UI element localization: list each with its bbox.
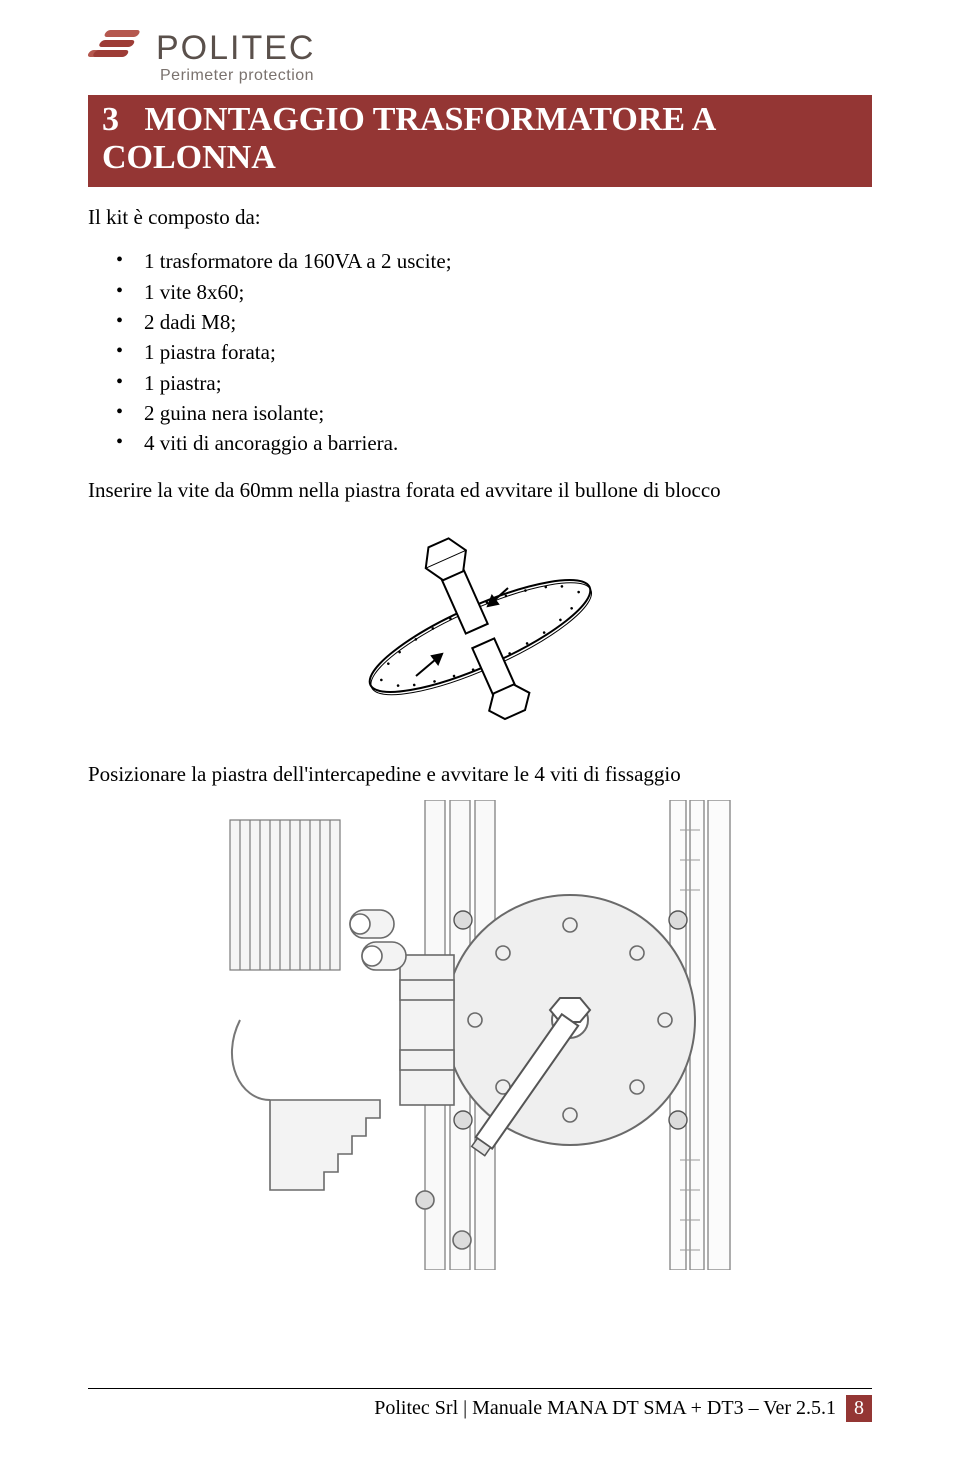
- bolt-plate-icon: [320, 516, 640, 736]
- list-item: 1 vite 8x60;: [144, 278, 872, 306]
- footer-text: Politec Srl | Manuale MANA DT SMA + DT3 …: [374, 1397, 836, 1420]
- section-heading: 3 MONTAGGIO TRASFORMATORE A COLONNA: [88, 95, 872, 187]
- step-1-text: Inserire la vite da 60mm nella piastra f…: [88, 476, 872, 504]
- footer-rule: [88, 1388, 872, 1389]
- intro-text: Il kit è composto da:: [88, 203, 872, 231]
- brand-tagline: Perimeter protection: [160, 67, 872, 85]
- figure-column-mount: [88, 800, 872, 1270]
- list-item: 4 viti di ancoraggio a barriera.: [144, 429, 872, 457]
- list-item: 1 trasformatore da 160VA a 2 uscite;: [144, 247, 872, 275]
- kit-list: 1 trasformatore da 160VA a 2 uscite; 1 v…: [88, 247, 872, 457]
- figure-bolt-plate: [88, 516, 872, 736]
- logo-row: POLITEC: [88, 28, 872, 69]
- document-page: POLITEC Perimeter protection 3 MONTAGGIO…: [0, 0, 960, 1458]
- list-item: 1 piastra forata;: [144, 338, 872, 366]
- page-number-badge: 8: [846, 1395, 872, 1422]
- brand-header: POLITEC Perimeter protection: [88, 28, 872, 85]
- column-mount-icon: [200, 800, 760, 1270]
- step-2-text: Posizionare la piastra dell'intercapedin…: [88, 760, 872, 788]
- section-number: 3: [102, 101, 119, 138]
- section-title: MONTAGGIO TRASFORMATORE A COLONNA: [102, 101, 714, 176]
- footer-line: Politec Srl | Manuale MANA DT SMA + DT3 …: [88, 1395, 872, 1422]
- brand-icon: [88, 28, 146, 69]
- list-item: 2 guina nera isolante;: [144, 399, 872, 427]
- list-item: 2 dadi M8;: [144, 308, 872, 336]
- list-item: 1 piastra;: [144, 369, 872, 397]
- page-footer: Politec Srl | Manuale MANA DT SMA + DT3 …: [88, 1388, 872, 1422]
- brand-wordmark: POLITEC: [156, 29, 315, 68]
